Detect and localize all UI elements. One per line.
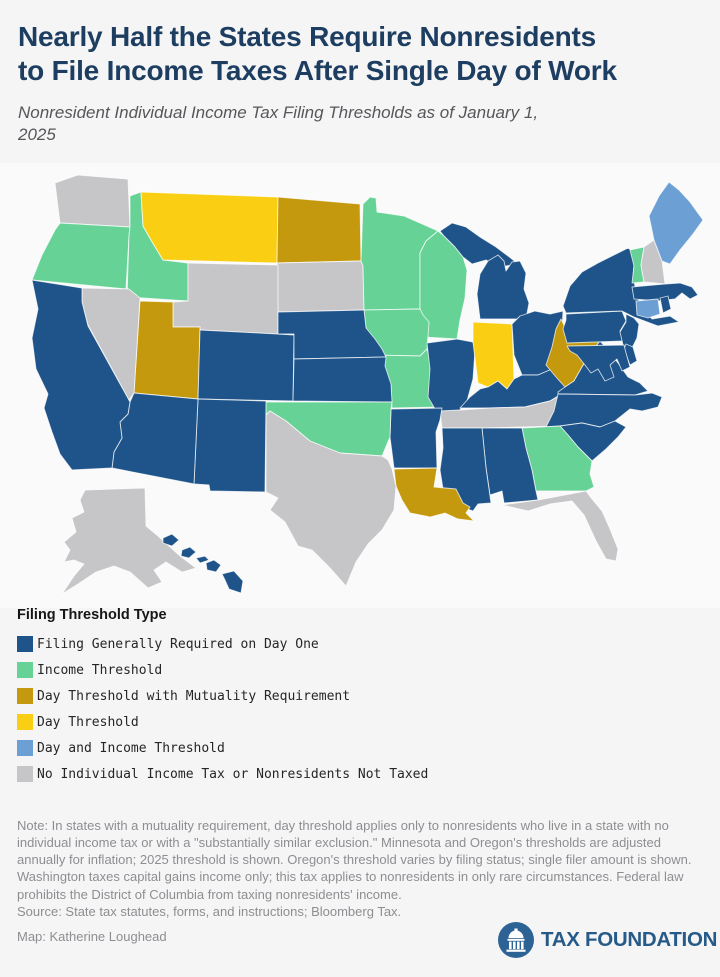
state-KS — [292, 356, 393, 403]
state-OR — [31, 222, 131, 290]
tax-foundation-logo: TAX FOUNDATION — [497, 921, 717, 959]
legend-item-day-one: Filing Generally Required on Day One — [17, 631, 707, 657]
state-WA — [54, 174, 131, 228]
legend-label: Day and Income Threshold — [37, 740, 225, 756]
subtitle-line-2: 2025 — [18, 125, 56, 145]
title-line-2: to File Income Taxes After Single Day of… — [18, 54, 617, 86]
state-TX — [265, 410, 397, 587]
footnote: Note: In states with a mutuality require… — [17, 817, 709, 920]
subtitle-line-1: Nonresident Individual Income Tax Filing… — [18, 103, 539, 122]
capitol-icon — [498, 922, 534, 958]
source-text: Source: State tax statutes, forms, and i… — [17, 903, 402, 919]
title-line-1: Nearly Half the States Require Nonreside… — [18, 21, 597, 52]
legend-label: No Individual Income Tax or Nonresidents… — [37, 766, 429, 782]
state-IL — [426, 338, 476, 420]
map-credit: Map: Katherine Loughead — [17, 929, 167, 944]
state-MI — [476, 254, 530, 320]
state-HI-maui — [205, 559, 222, 573]
state-FL — [501, 490, 619, 562]
state-NE — [277, 309, 387, 360]
page-subtitle: Nonresident Individual Income Tax Filing… — [18, 102, 690, 147]
us-choropleth-map — [0, 163, 720, 608]
legend-item-day: Day Threshold — [17, 709, 707, 735]
state-RI — [659, 295, 672, 314]
state-CA — [31, 279, 131, 471]
state-NM — [193, 398, 267, 493]
state-AR — [389, 407, 443, 469]
state-IN — [472, 321, 515, 390]
legend-swatch-income — [17, 662, 33, 678]
legend-item-day-mutuality: Day Threshold with Mutuality Requirement — [17, 683, 707, 709]
state-CT — [635, 298, 661, 319]
legend-swatch-day-one — [17, 636, 33, 652]
state-HI-big-island — [221, 570, 244, 594]
legend-label: Filing Generally Required on Day One — [37, 636, 319, 652]
legend-swatch-day — [17, 714, 33, 730]
state-HI-kauai — [162, 533, 180, 547]
legend-item-day-income: Day and Income Threshold — [17, 735, 707, 761]
state-SD — [276, 260, 365, 313]
legend-label: Day Threshold with Mutuality Requirement — [37, 688, 351, 704]
state-HI-oahu — [180, 546, 197, 559]
page-title: Nearly Half the States Require Nonreside… — [18, 20, 710, 87]
legend-item-income: Income Threshold — [17, 657, 707, 683]
legend-label: Income Threshold — [37, 662, 163, 678]
state-CO — [197, 329, 295, 402]
state-MD — [566, 344, 631, 382]
brand-text: TAX FOUNDATION — [541, 928, 718, 951]
state-MT — [140, 191, 279, 264]
us-map-svg — [31, 174, 704, 595]
state-LA — [393, 467, 475, 522]
map-legend: Filing Threshold Type Filing Generally R… — [17, 607, 707, 787]
state-PA — [562, 310, 627, 344]
state-HI-molokai — [195, 555, 210, 564]
legend-label: Day Threshold — [37, 714, 139, 730]
state-NC — [545, 392, 663, 428]
state-ND — [276, 196, 362, 264]
state-AK — [61, 487, 197, 595]
legend-title: Filing Threshold Type — [17, 607, 167, 623]
legend-swatch-none — [17, 766, 33, 782]
state-WY — [172, 262, 279, 335]
note-text: Note: In states with a mutuality require… — [17, 818, 692, 902]
legend-swatch-day-mutuality — [17, 688, 33, 704]
state-ME — [648, 181, 704, 265]
legend-swatch-day-income — [17, 740, 33, 756]
legend-item-none: No Individual Income Tax or Nonresidents… — [17, 761, 707, 787]
